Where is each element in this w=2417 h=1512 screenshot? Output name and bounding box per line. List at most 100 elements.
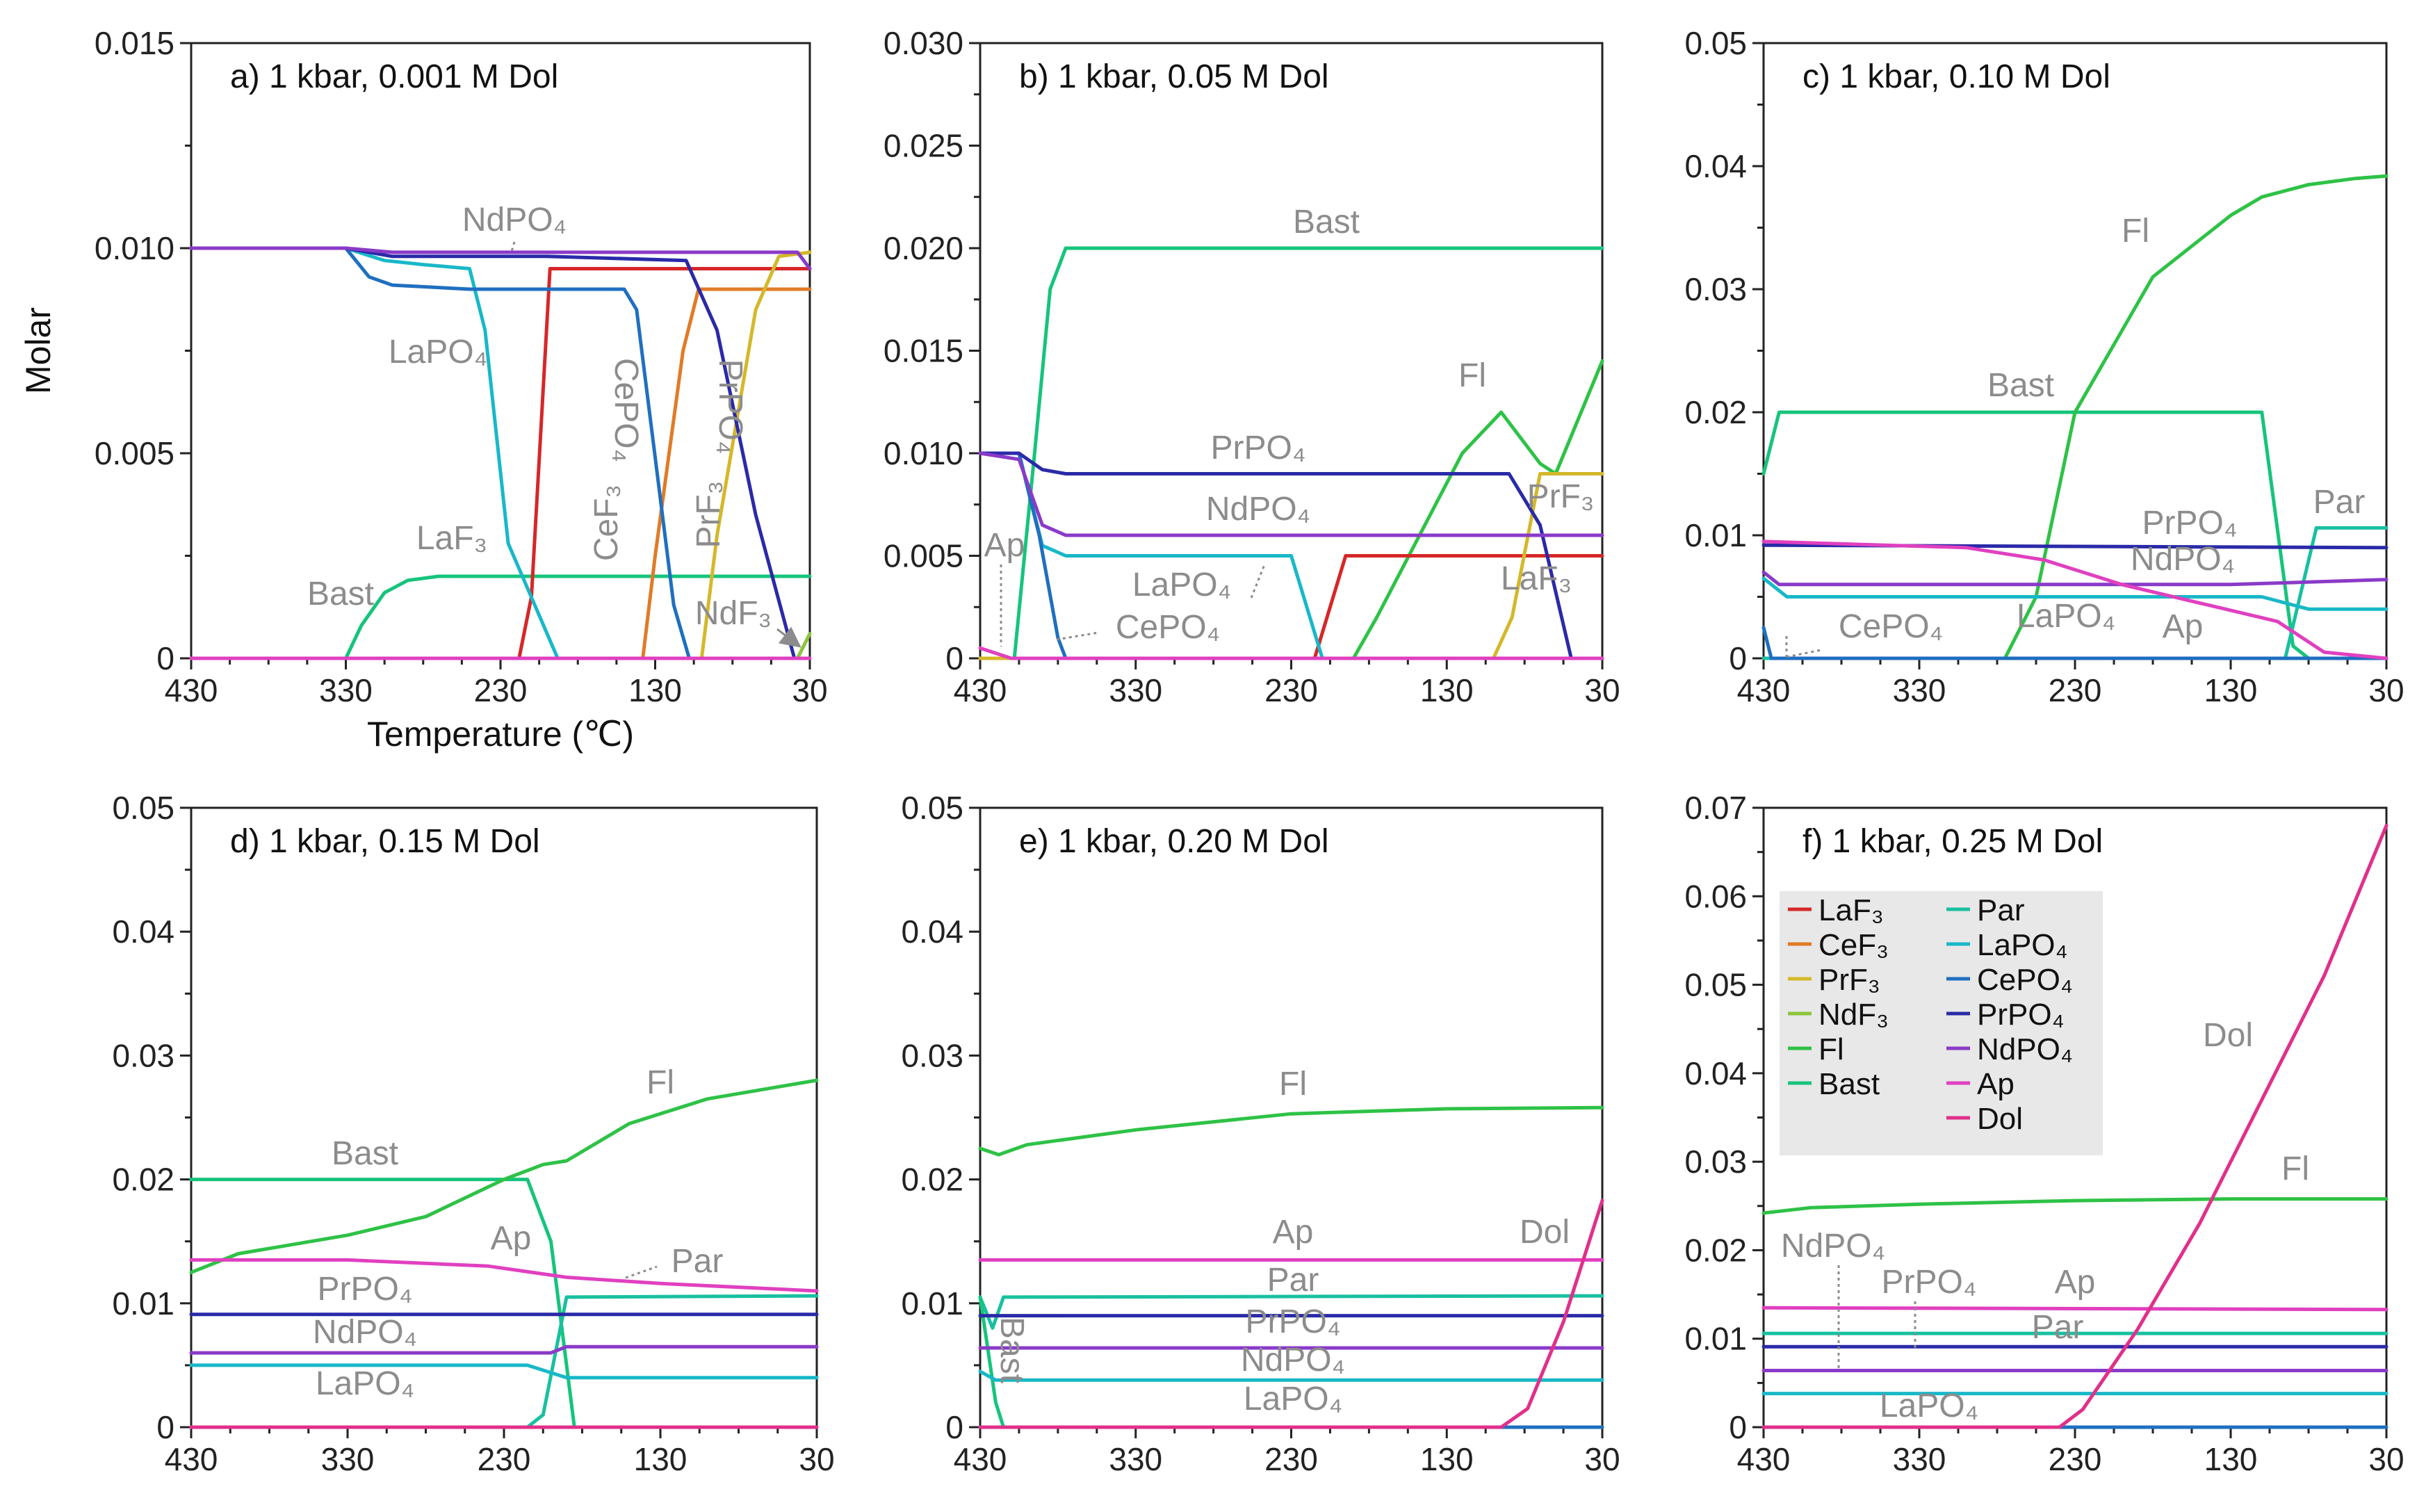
series-label-Par: Par [2032,1309,2084,1346]
y-tick-label: 0.02 [1684,1232,1747,1268]
series-label-Par: Par [672,1243,724,1280]
y-tick-label: 0.020 [884,230,963,266]
legend-label-NdF3: NdF₃ [1818,998,1889,1032]
series-label-Dol: Dol [1520,1214,1570,1251]
y-tick-label: 0.03 [1684,1144,1747,1180]
y-tick-label: 0.01 [112,1285,174,1322]
series-label-Par: Par [2313,484,2366,521]
x-tick-label: 230 [474,672,528,708]
series-line-PrPO4 [978,451,1573,660]
series-label-NdPO4: NdPO₄ [1241,1342,1345,1379]
series-label-Ap: Ap [984,527,1025,564]
x-tick-label: 230 [2049,672,2102,708]
leader-line [1786,649,1822,658]
series-line-CePO4 [1761,626,2388,660]
y-tick-label: 0.04 [1684,148,1747,184]
series-label-NdPO4: NdPO₄ [1781,1228,1885,1265]
series-line-NdPO4 [1761,570,2388,587]
y-tick-label: 0 [156,1409,174,1445]
x-tick-label: 330 [1109,1441,1162,1477]
plot-frame [1762,42,2388,660]
x-tick-label: 130 [1420,672,1474,708]
series-label-Bast: Bast [1987,367,2054,404]
series-label-LaF3: LaF₃ [416,520,487,557]
series-line-Par [978,1294,1604,1330]
series-label-Bast: Bast [307,576,374,612]
series-label-Dol: Dol [2203,1017,2253,1054]
y-tick-label: 0.05 [112,790,174,826]
y-tick-label: 0.030 [884,25,963,61]
y-tick-label: 0.015 [884,333,963,369]
panel-title: c) 1 kbar, 0.10 M Dol [1802,58,2110,95]
series-label-PrF3: PrF₃ [1527,478,1595,515]
series-label-LaPO4: LaPO₄ [1244,1381,1342,1417]
panel-title: d) 1 kbar, 0.15 M Dol [230,823,540,860]
series-label-PrPO4: PrPO₄ [712,359,749,455]
series-label-Ap: Ap [2055,1264,2096,1301]
series-label-Par: Par [1267,1262,1319,1299]
series-label-Bast: Bast [993,1317,1030,1383]
series-line-CePO4 [189,246,691,660]
legend-label-Fl: Fl [1818,1032,1844,1066]
x-tick-label: 30 [1584,672,1620,708]
x-tick-label: 430 [954,672,1007,708]
legend-label-Ap: Ap [1977,1067,2015,1101]
y-tick-label: 0.06 [1684,878,1747,914]
leader-line [1056,631,1099,641]
y-tick-label: 0.01 [901,1285,963,1322]
leader-line [625,1265,658,1279]
y-tick-label: 0.05 [901,790,963,826]
y-tick-label: 0.07 [1684,790,1747,826]
panel-d: 0 0.01 0.02 0.03 0.04 0.05 430 330 230 130 30 d) 1… [112,790,834,1477]
x-tick-label: 430 [954,1441,1007,1477]
series-line-Fl [1761,1197,2388,1215]
series-label-Bast: Bast [332,1135,398,1172]
series-label-LaPO4: LaPO₄ [2017,598,2115,635]
y-tick-label: 0.02 [901,1162,963,1198]
series-label-LaPO4: LaPO₄ [316,1365,414,1402]
series-line-NdPO4 [978,451,1604,537]
series-label-CePO4: CePO₄ [608,358,644,462]
series-line-LaPO4 [1761,576,2388,611]
y-tick-label: 0.01 [1684,517,1747,553]
x-tick-label: 330 [1109,672,1162,708]
series-label-PrPO4: PrPO₄ [2142,505,2238,542]
plot-frame [190,42,811,660]
series-label-LaPO4: LaPO₄ [389,334,487,371]
legend-label-Bast: Bast [1818,1067,1880,1101]
series-label-PrPO4: PrPO₄ [1211,430,1306,466]
series-label-Ap: Ap [491,1220,532,1257]
x-tick-label: 30 [799,1441,834,1477]
legend-label-LaPO4: LaPO₄ [1977,928,2067,962]
series-line-Dol [978,1198,1604,1429]
series-label-NdPO4: NdPO₄ [1206,491,1310,528]
series-label-PrF3: PrF₃ [690,481,727,548]
legend-label-CeF3: CeF₃ [1818,928,1889,962]
x-tick-label: 430 [1737,672,1791,708]
series-line-LaPO4 [189,246,560,660]
y-tick-label: 0.015 [95,25,174,61]
series-label-LaPO4: LaPO₄ [1132,567,1231,603]
x-tick-label: 130 [634,1441,687,1477]
panel-title: e) 1 kbar, 0.20 M Dol [1019,823,1329,860]
legend-label-LaF3: LaF₃ [1818,893,1884,927]
panel-b: 0 0.005 0.010 0.015 0.020 0.025 0.030 430 330 230… [884,25,1620,708]
y-tick-label: 0.03 [112,1037,174,1073]
y-tick-label: 0 [1729,1409,1747,1445]
series-line-Dol [1761,824,2388,1429]
y-tick-label: 0.04 [1684,1055,1747,1091]
series-line-Bast [978,1295,1006,1429]
y-tick-label: 0 [1729,640,1747,676]
plot-frame [190,806,818,1429]
y-tick-label: 0.01 [1684,1321,1747,1357]
series-label-Bast: Bast [1293,204,1360,241]
panel-c: 0 0.01 0.02 0.03 0.04 0.05 430 330 230 130 30 c) 1… [1684,25,2404,708]
series-label-CeF3: CeF₃ [588,485,625,561]
series-label-NdPO4: NdPO₄ [313,1314,417,1351]
x-tick-label: 230 [2049,1441,2102,1477]
series-line-NdF3 [189,632,812,660]
y-tick-label: 0 [945,640,963,676]
legend-label-Dol: Dol [1977,1102,2023,1136]
series-line-NdPO4 [189,1344,819,1355]
